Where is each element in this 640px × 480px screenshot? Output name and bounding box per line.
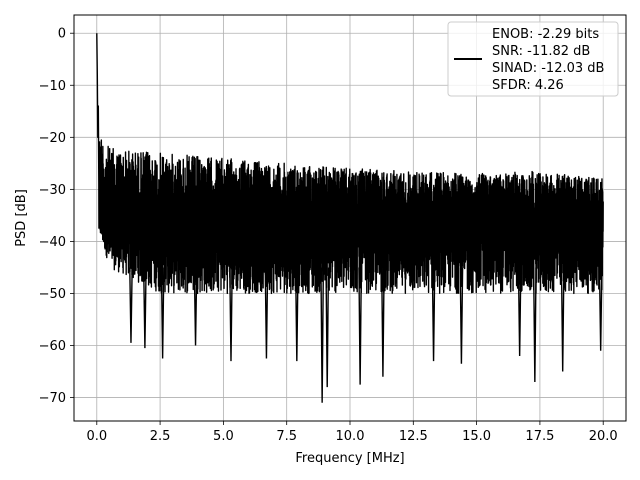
x-axis-label: Frequency [MHz] [295,451,404,466]
x-tick-label: 12.5 [399,429,428,444]
y-tick-label: −60 [39,339,66,354]
psd-dip [598,267,603,351]
y-tick-label: −50 [39,287,66,302]
y-tick-label: −40 [39,235,66,250]
x-tick-label: 2.5 [150,429,171,444]
psd-dip [560,267,565,372]
psd-dip [517,267,522,356]
psd-series-line [96,33,604,295]
y-tick-label: −20 [39,131,66,146]
x-axis-ticks: 0.0 2.5 5.0 7.5 10.0 12.5 15.0 17.5 20.0 [86,421,618,444]
x-tick-label: 15.0 [462,429,491,444]
legend-line-snr: SNR: -11.82 dB [492,44,590,59]
y-tick-label: −30 [39,183,66,198]
y-tick-label: −70 [39,391,66,406]
psd-dip [142,267,147,349]
y-axis-ticks: 0 −10 −20 −30 −40 −50 −60 −70 [39,27,74,406]
legend: ENOB: -2.29 bits SNR: -11.82 dB SINAD: -… [447,21,619,97]
psd-dip [264,267,269,359]
psd-dip [431,267,436,362]
legend-line-sfdr: SFDR: 4.26 [492,78,564,93]
legend-line-sinad: SINAD: -12.03 dB [492,61,604,76]
x-tick-label: 0.0 [86,429,107,444]
psd-dip [193,267,198,346]
psd-dip [459,267,464,364]
series-layer [96,33,604,403]
psd-dip [229,267,233,362]
y-tick-label: −10 [39,79,66,94]
y-axis-label: PSD [dB] [14,189,29,247]
psd-dip [381,267,385,377]
legend-line-enob: ENOB: -2.29 bits [492,27,599,42]
psd-dip [358,267,363,385]
psd-dip [129,267,133,343]
x-tick-label: 20.0 [589,429,618,444]
legend-box [447,21,619,97]
psd-dip [160,267,165,359]
y-tick-label: 0 [58,27,66,42]
x-tick-label: 10.0 [336,429,365,444]
psd-dip [320,267,325,403]
x-tick-label: 7.5 [276,429,297,444]
psd-dip [294,267,299,362]
x-tick-label: 17.5 [525,429,554,444]
x-tick-label: 5.0 [213,429,234,444]
